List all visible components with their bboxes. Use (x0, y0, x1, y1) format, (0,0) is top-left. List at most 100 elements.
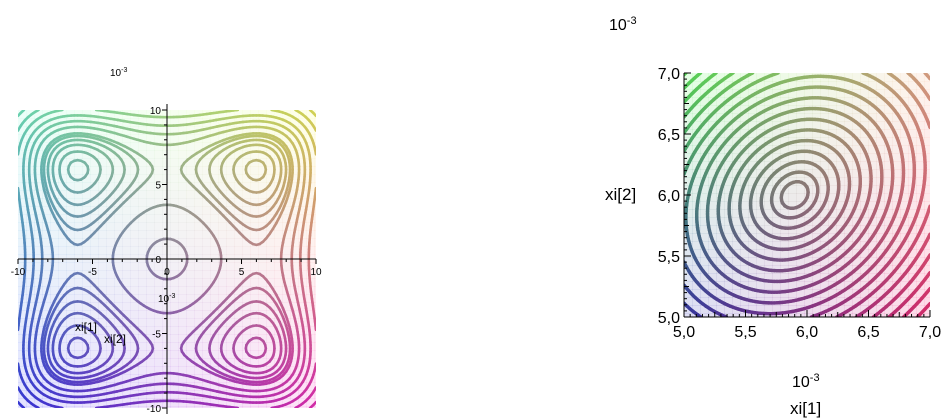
left-x-tick-label: 10 (310, 267, 322, 278)
contour-segment (195, 172, 199, 178)
contour-segment (228, 211, 235, 218)
contour-segment (56, 375, 62, 380)
contour-segment (122, 134, 128, 138)
contour-segment (838, 153, 843, 159)
contour-segment (182, 207, 187, 211)
contour-segment (43, 377, 49, 383)
contour-segment (311, 111, 315, 115)
contour-segment (89, 329, 94, 334)
contour-segment (753, 276, 759, 281)
contour-segment (868, 134, 873, 140)
contour-segment (827, 159, 833, 165)
contour-segment (734, 267, 740, 273)
contour-segment (758, 254, 765, 260)
contour-segment (202, 221, 208, 228)
contour-segment (838, 124, 845, 129)
contour-segment (225, 182, 230, 188)
contour-segment (53, 179, 57, 185)
contour-segment (221, 354, 226, 360)
contour-segment (739, 271, 745, 276)
contour-segment (122, 285, 127, 291)
contour-segment (821, 170, 826, 176)
contour-segment (23, 395, 27, 400)
contour-segment (261, 151, 266, 155)
contour-segment (116, 153, 120, 158)
contour-segment (761, 211, 766, 216)
contour-segment (99, 150, 105, 155)
contour-segment (106, 137, 111, 142)
contour-segment (294, 126, 300, 132)
contour-segment (53, 215, 57, 221)
contour-segment (758, 227, 764, 232)
contour-segment (212, 357, 217, 363)
contour-segment (311, 139, 315, 145)
contour-segment (821, 154, 826, 159)
contour-segment (284, 315, 289, 320)
contour-segment (198, 365, 205, 370)
contour-segment (248, 214, 254, 218)
contour-segment (106, 318, 111, 324)
contour-segment (832, 148, 838, 154)
contour-segment (112, 325, 117, 330)
contour-segment (132, 150, 139, 155)
contour-segment (278, 130, 284, 135)
contour-segment (102, 315, 108, 320)
contour-segment (862, 148, 867, 154)
contour-segment (218, 248, 222, 254)
contour-segment (802, 170, 809, 176)
contour-segment (53, 206, 57, 211)
contour-segment (225, 359, 229, 363)
contour-segment (119, 319, 123, 324)
contour-segment (769, 221, 776, 227)
contour-segment (215, 198, 221, 205)
contour-segment (298, 120, 303, 125)
contour-segment (33, 395, 38, 400)
contour-segment (119, 157, 123, 161)
contour-segment (145, 306, 151, 310)
contour-segment (96, 159, 101, 165)
contour-segment (753, 252, 759, 257)
contour-segment (56, 392, 62, 397)
contour-segment (63, 183, 67, 188)
contour-segment (739, 257, 745, 262)
contour-segment (96, 309, 101, 314)
contour-segment (112, 313, 117, 317)
contour-segment (63, 232, 68, 238)
left-contour-lines (18, 110, 316, 408)
contour-segment (298, 110, 303, 115)
contour-segment (125, 289, 130, 294)
contour-segment (82, 339, 87, 344)
contour-segment (241, 223, 247, 228)
contour-segment (92, 156, 98, 161)
contour-segment (92, 318, 98, 324)
contour-segment (149, 269, 154, 274)
contour-segment (86, 302, 92, 307)
contour-segment (235, 355, 239, 360)
contour-segment (212, 180, 216, 185)
contour-segment (142, 156, 148, 161)
contour-segment (119, 334, 124, 340)
contour-segment (149, 162, 154, 168)
contour-segment (89, 153, 95, 158)
contour-segment (122, 149, 129, 155)
contour-segment (235, 373, 240, 377)
contour-segment (192, 213, 197, 218)
contour-segment (268, 331, 273, 337)
contour-segment (241, 369, 247, 373)
contour-segment (311, 123, 316, 128)
contour-segment (59, 205, 65, 211)
contour-segment (49, 362, 54, 367)
contour-segment (228, 362, 233, 367)
contour-segment (767, 233, 772, 238)
contour-segment (728, 278, 735, 284)
contour-segment (215, 382, 221, 387)
contour-segment (271, 338, 275, 344)
contour-segment (884, 140, 889, 146)
contour-segment (816, 165, 822, 170)
contour-segment (106, 146, 112, 152)
contour-segment (808, 173, 814, 178)
contour-segment (82, 161, 87, 165)
contour-segment (46, 395, 52, 400)
contour-segment (274, 302, 279, 307)
